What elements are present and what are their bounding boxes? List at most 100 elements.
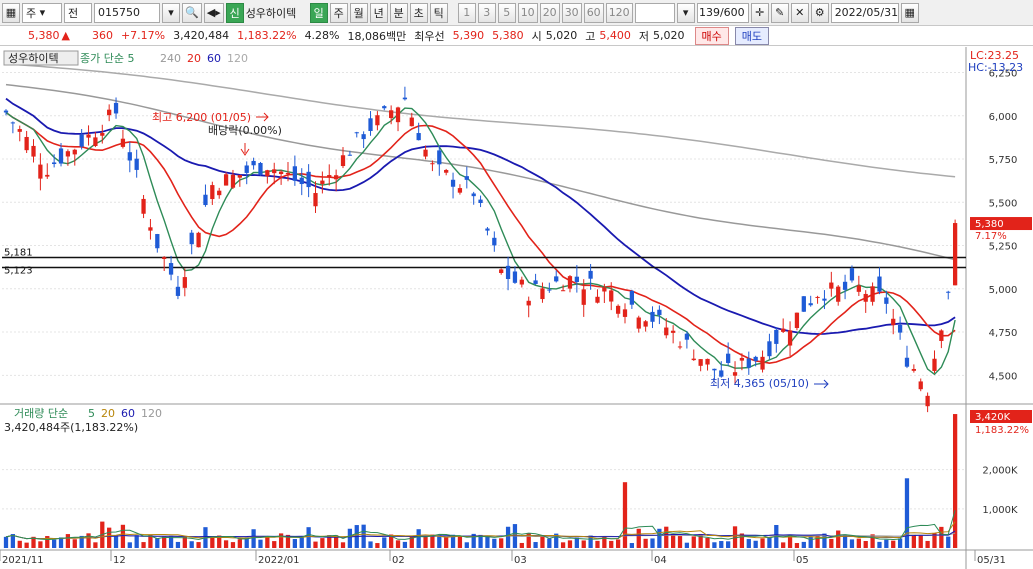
- volume-bar: [485, 536, 490, 548]
- candle-body: [691, 358, 696, 361]
- low-note: 최저 4,365 (05/10): [710, 377, 809, 390]
- volume-bar: [38, 541, 43, 548]
- volume-bar: [897, 538, 903, 548]
- volume-bar: [10, 534, 16, 548]
- calendar-icon[interactable]: ▦: [900, 2, 919, 23]
- period-tick[interactable]: 틱: [429, 2, 448, 23]
- period-week[interactable]: 주: [329, 2, 348, 23]
- candle-body: [884, 297, 889, 304]
- interval-dropdown-icon[interactable]: ▾: [676, 2, 695, 23]
- count-field[interactable]: 139/600: [696, 2, 749, 23]
- settings-gear-icon[interactable]: ⚙: [810, 2, 829, 23]
- candle-body: [368, 118, 373, 131]
- candle-body: [182, 277, 187, 288]
- buy-button[interactable]: 매수: [694, 26, 729, 45]
- interval-1[interactable]: 1: [457, 2, 476, 23]
- volume-tick-label: 2,000K: [982, 466, 1018, 477]
- volume-bar: [712, 542, 717, 548]
- volume-bar: [258, 539, 263, 548]
- interval-30[interactable]: 30: [561, 2, 582, 23]
- interval-5[interactable]: 5: [497, 2, 516, 23]
- candle-body: [526, 300, 531, 306]
- period-month[interactable]: 월: [349, 2, 368, 23]
- candle-body: [739, 357, 745, 361]
- volume-bar: [794, 543, 800, 548]
- candlesticks: [3, 86, 958, 413]
- volume-bar: [65, 534, 71, 548]
- candle-body: [512, 271, 518, 283]
- volume-bar: [560, 542, 566, 548]
- date-label: 2021/11: [2, 555, 44, 566]
- custom-interval-input[interactable]: [634, 2, 675, 23]
- candle-body: [134, 158, 139, 170]
- volume-bar: [870, 534, 875, 548]
- volume-bar: [79, 535, 84, 548]
- date-field[interactable]: 2022/05/31: [830, 2, 899, 23]
- price-tick-label: 4,500: [989, 371, 1018, 382]
- volume-bar: [299, 537, 304, 548]
- ma20-line: [5, 111, 956, 365]
- candle-body: [925, 395, 930, 407]
- crosshair-icon[interactable]: ✛: [750, 2, 769, 23]
- candle-body: [120, 138, 126, 147]
- volume-bar: [306, 527, 311, 548]
- volume-bar: [739, 533, 745, 548]
- candle-body: [574, 276, 579, 283]
- volume-bar: [402, 541, 408, 548]
- market-select[interactable]: 주 ▾: [22, 2, 62, 23]
- volume-bar: [478, 534, 483, 548]
- volume-bar: [540, 535, 545, 548]
- volume-bar: [684, 542, 690, 548]
- volume-bar: [698, 533, 703, 548]
- volume-bar: [457, 536, 463, 548]
- volume-legend-ma-60: 60: [121, 407, 135, 420]
- search-icon[interactable]: 🔍: [182, 2, 202, 23]
- axes: 6,250 6,000 5,750 5,500 5,250 5,000 4,750 4,500…: [0, 68, 1018, 566]
- candle-body: [24, 136, 29, 151]
- candle-body: [10, 122, 16, 124]
- volume-bar: [499, 538, 504, 548]
- draw-tool-icon[interactable]: ✎: [770, 2, 789, 23]
- interval-20[interactable]: 20: [539, 2, 560, 23]
- sell-button[interactable]: 매도: [734, 26, 769, 45]
- trade-amount: 18,086백만: [347, 29, 407, 43]
- volume-bar: [223, 540, 229, 548]
- volume-bar: [107, 527, 112, 548]
- interval-3[interactable]: 3: [477, 2, 496, 23]
- candle-body: [732, 372, 738, 376]
- candle-body: [774, 329, 779, 344]
- volume-bar: [609, 540, 614, 548]
- interval-60[interactable]: 60: [583, 2, 604, 23]
- dividend-note: 배당락(0.00%): [208, 124, 282, 137]
- candle-body: [829, 282, 834, 289]
- candle-body: [705, 358, 710, 365]
- close-tool-icon[interactable]: ✕: [790, 2, 809, 23]
- menu-grid-icon[interactable]: ▦: [2, 2, 20, 23]
- interval-10[interactable]: 10: [517, 2, 538, 23]
- period-minute[interactable]: 분: [389, 2, 408, 23]
- candle-body: [320, 180, 325, 184]
- stock-code-input[interactable]: 015750: [94, 2, 160, 23]
- candle-body: [533, 280, 538, 284]
- mode-select[interactable]: 전: [64, 2, 92, 23]
- candle-body: [849, 268, 855, 281]
- volume-bar: [155, 538, 160, 548]
- date-label: 02: [392, 555, 405, 566]
- speaker-icon[interactable]: ◀▸: [203, 2, 224, 23]
- candle-body: [932, 358, 937, 372]
- volume-bar: [278, 533, 284, 548]
- period-second[interactable]: 초: [409, 2, 428, 23]
- stock-chart[interactable]: 6,250 6,000 5,750 5,500 5,250 5,000 4,750 4,500…: [0, 47, 1033, 569]
- dropdown-icon[interactable]: ▾: [162, 2, 180, 23]
- period-day[interactable]: 일: [309, 2, 328, 23]
- interval-120[interactable]: 120: [605, 2, 633, 23]
- candle-body: [863, 293, 868, 302]
- volume-bar: [217, 535, 222, 548]
- candle-body: [306, 171, 311, 188]
- period-year[interactable]: 년: [369, 2, 388, 23]
- volume-bar: [127, 542, 132, 548]
- candle-body: [258, 162, 263, 175]
- candle-body: [210, 185, 215, 200]
- volume-bar: [196, 542, 201, 548]
- volume-bar: [210, 537, 215, 548]
